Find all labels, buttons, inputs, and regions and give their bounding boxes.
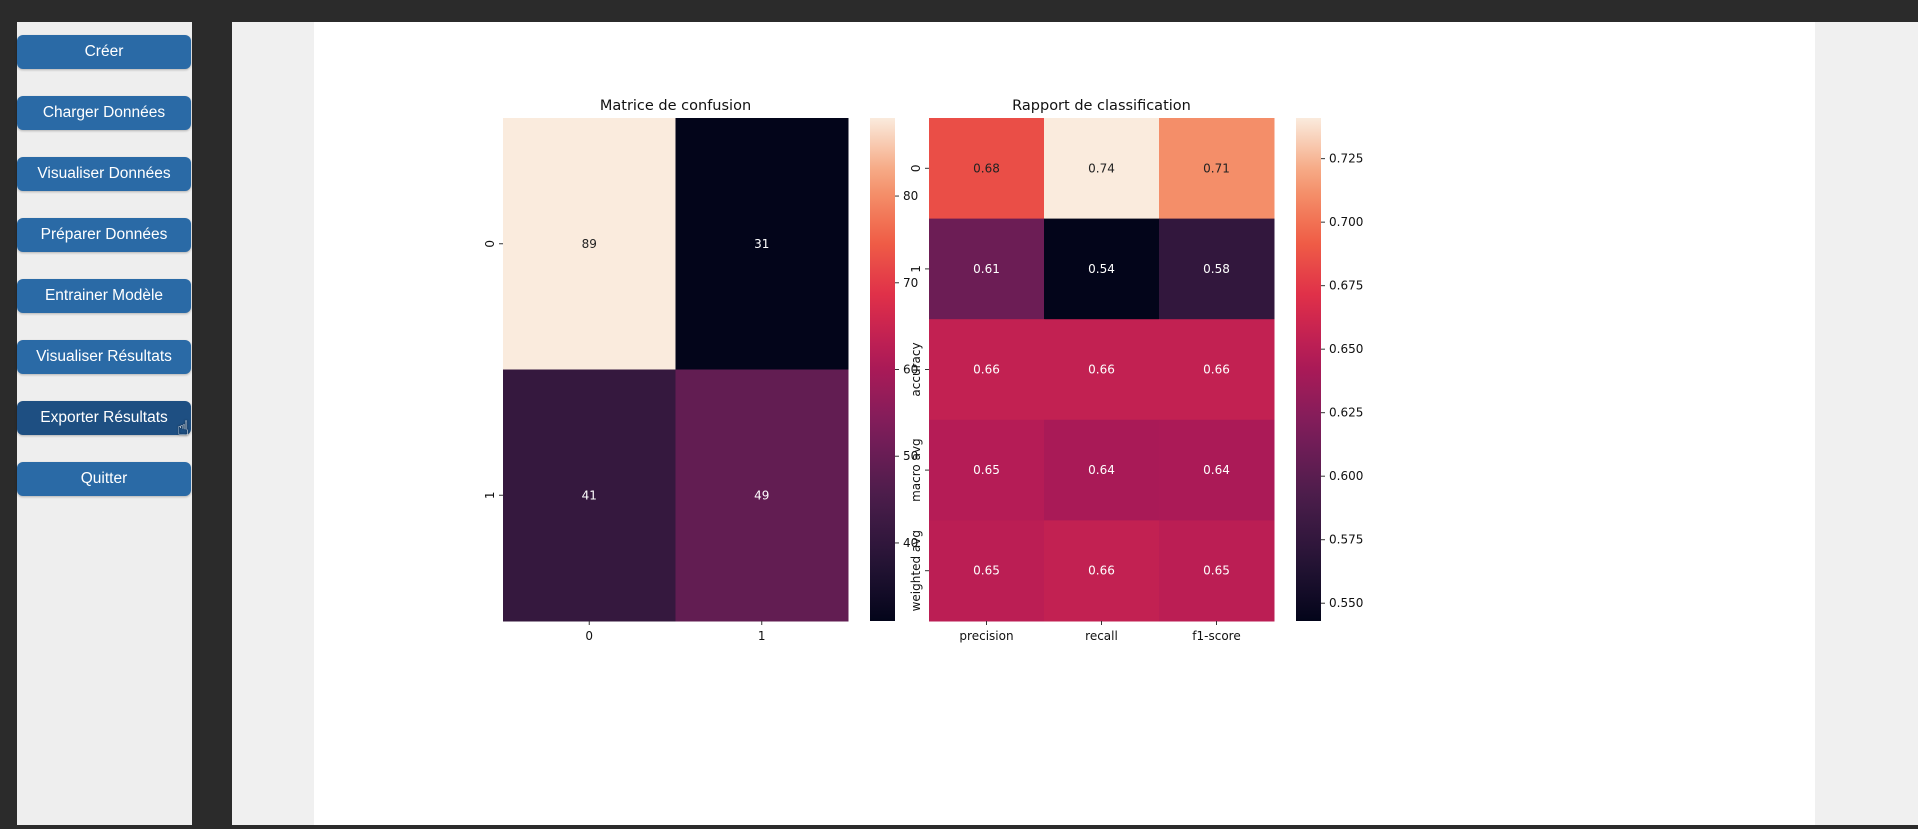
heatmap-cell (929, 419, 1045, 521)
cell-value-label: 0.66 (973, 363, 1000, 377)
y-tick-label: accuracy (909, 342, 923, 396)
chart-title: Matrice de confusion (600, 98, 751, 114)
heatmap-cell (1159, 520, 1275, 622)
results-figure: Matrice de confusion 89 31 41 49 0 1 0 1 40 50 60 70… (314, 22, 1815, 825)
visualiser-resultats-button[interactable]: Visualiser Résultats (17, 340, 191, 374)
heatmap-cell (1044, 520, 1160, 622)
quitter-button[interactable]: Quitter (17, 462, 191, 496)
heatmap-cell (1044, 118, 1160, 220)
cell-value-label: 0.58 (1203, 262, 1230, 276)
heatmap-cell (1159, 319, 1275, 421)
colorbar-tick-label: 0.650 (1329, 342, 1363, 356)
cell-value-label: 41 (582, 488, 597, 502)
heatmap-cell (503, 369, 676, 622)
heatmap-cell (675, 369, 849, 622)
colorbar-tick-label: 60 (903, 363, 918, 377)
cell-value-label: 0.74 (1088, 161, 1115, 175)
cell-value-label: 0.64 (1088, 463, 1115, 477)
heatmap-cell (929, 218, 1045, 320)
x-tick-label: f1-score (1192, 629, 1240, 643)
exporter-resultats-button[interactable]: Exporter Résultats (17, 401, 191, 435)
cell-value-label: 49 (754, 488, 769, 502)
colorbar-tick-label: 0.625 (1329, 406, 1363, 420)
colorbar-tick-label: 0.575 (1329, 533, 1363, 547)
cell-value-label: 0.54 (1088, 262, 1115, 276)
sidebar: Créer Charger Données Visualiser Données… (17, 22, 192, 825)
cell-value-label: 0.68 (973, 161, 1000, 175)
x-tick-label: precision (959, 629, 1013, 643)
figure-canvas: Matrice de confusion 89 31 41 49 0 1 0 1 40 50 60 70… (483, 98, 1363, 643)
x-tick-label: 1 (758, 629, 766, 643)
y-tick-label: 0 (909, 164, 923, 172)
colorbar (870, 118, 895, 621)
x-tick-label: recall (1085, 629, 1118, 643)
x-tick-label: 0 (585, 629, 593, 643)
cell-value-label: 0.65 (973, 463, 1000, 477)
colorbar-tick-label: 0.700 (1329, 215, 1363, 229)
colorbar (1296, 118, 1321, 621)
colorbar-tick-label: 0.725 (1329, 152, 1363, 166)
heatmap-cell (1159, 419, 1275, 521)
cell-value-label: 0.66 (1088, 363, 1115, 377)
cell-value-label: 0.65 (973, 564, 1000, 578)
chart-title: Rapport de classification (1012, 98, 1191, 114)
colorbar-tick-label: 50 (903, 449, 918, 463)
heatmap-cell (503, 118, 676, 370)
creer-button[interactable]: Créer (17, 35, 191, 69)
heatmap-cell (1159, 218, 1275, 320)
charger-donnees-button[interactable]: Charger Données (17, 96, 191, 130)
cell-value-label: 0.71 (1203, 161, 1230, 175)
heatmap-cell (1159, 118, 1275, 220)
cell-value-label: 0.66 (1203, 363, 1230, 377)
colorbar-tick-label: 40 (903, 536, 918, 550)
visualiser-donnees-button[interactable]: Visualiser Données (17, 157, 191, 191)
colorbar-tick-label: 0.600 (1329, 469, 1363, 483)
heatmap-cell (929, 319, 1045, 421)
cell-value-label: 0.65 (1203, 564, 1230, 578)
colorbar-tick-label: 0.675 (1329, 279, 1363, 293)
cell-value-label: 89 (582, 237, 597, 251)
cell-value-label: 0.64 (1203, 463, 1230, 477)
y-tick-label: 0 (483, 240, 497, 248)
cell-value-label: 0.61 (973, 262, 1000, 276)
heatmap-cell (675, 118, 849, 370)
hand-cursor-icon: ☝ (177, 416, 190, 440)
heatmap-cell (1044, 218, 1160, 320)
cell-value-label: 31 (754, 237, 769, 251)
y-tick-label: weighted avg (909, 530, 923, 611)
heatmap-cell (1044, 419, 1160, 521)
entrainer-modele-button[interactable]: Entrainer Modèle (17, 279, 191, 313)
heatmap-cell (929, 520, 1045, 622)
cell-value-label: 0.66 (1088, 564, 1115, 578)
window-top-bar (0, 0, 1918, 22)
colorbar-tick-label: 70 (903, 276, 918, 290)
y-tick-label: 1 (909, 265, 923, 273)
y-tick-label: macro avg (909, 438, 923, 502)
y-tick-label: 1 (483, 491, 497, 499)
colorbar-tick-label: 80 (903, 189, 918, 203)
heatmap-cell (929, 118, 1045, 220)
colorbar-tick-label: 0.550 (1329, 596, 1363, 610)
preparer-donnees-button[interactable]: Préparer Données (17, 218, 191, 252)
heatmap-cell (1044, 319, 1160, 421)
